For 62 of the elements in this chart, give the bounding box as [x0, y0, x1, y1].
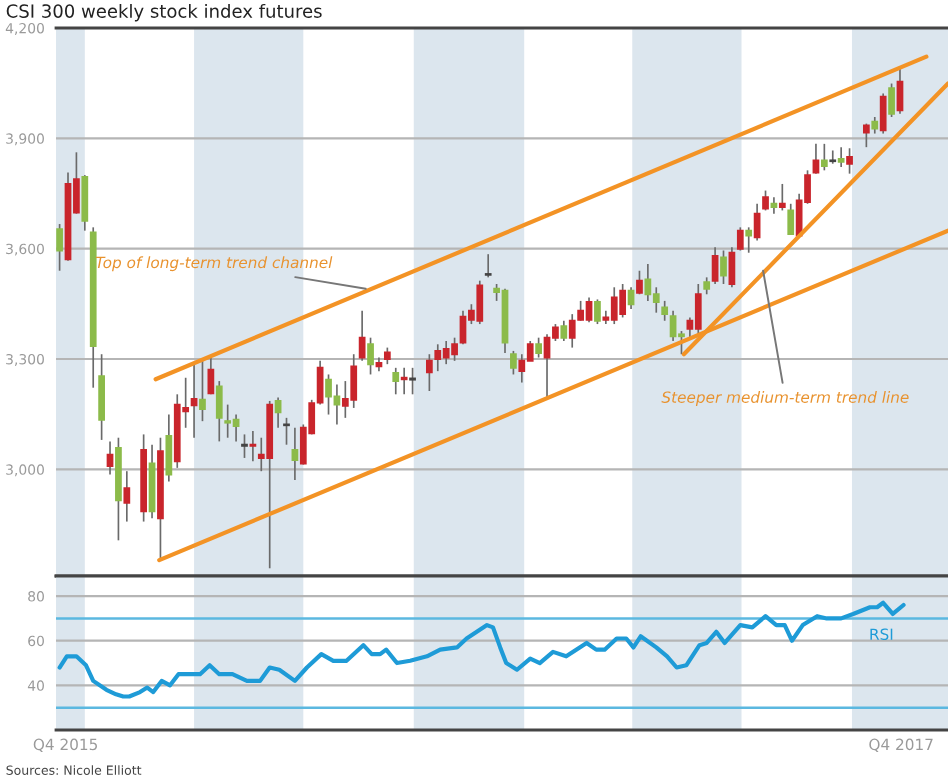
candlestick [535, 336, 542, 359]
candlestick [207, 356, 215, 396]
candlestick [594, 298, 601, 325]
candlestick [728, 246, 736, 289]
candlestick [291, 426, 299, 481]
candlestick [543, 333, 551, 399]
candlestick [510, 350, 517, 376]
candlestick [476, 279, 484, 325]
candlestick [274, 396, 282, 429]
candlestick [652, 286, 660, 314]
candlestick [711, 246, 719, 285]
candlestick [241, 433, 248, 459]
candlestick [451, 336, 458, 362]
candlestick [661, 300, 669, 322]
candlestick [56, 223, 63, 272]
candlestick [224, 403, 232, 439]
candlestick [358, 309, 366, 362]
candlestick [888, 82, 895, 118]
candlestick [694, 283, 702, 336]
candlestick [837, 146, 845, 168]
candlestick [123, 470, 131, 523]
candlestick [232, 413, 240, 443]
candlestick [619, 283, 627, 319]
candlestick [585, 296, 593, 324]
candlestick [610, 286, 618, 325]
candlestick [644, 263, 652, 302]
candlestick [846, 147, 853, 175]
candlestick [560, 319, 568, 342]
candlestick [81, 174, 89, 232]
candlestick [736, 226, 744, 252]
candlestick [434, 343, 442, 372]
candlestick [367, 336, 374, 376]
candlestick [325, 373, 332, 416]
candlestick [215, 380, 223, 443]
candlestick [106, 440, 114, 476]
candlestick [190, 363, 198, 439]
line-series [57, 600, 906, 699]
candlestick [787, 202, 795, 235]
candlestick [669, 309, 677, 342]
candlestick [745, 226, 753, 254]
candlestick [484, 253, 492, 279]
candlestick [778, 183, 786, 212]
candlestick [426, 353, 433, 392]
candlestick [442, 340, 450, 365]
candlestick [148, 443, 156, 520]
candlestick [392, 366, 400, 396]
candlestick [249, 430, 257, 463]
candlestick [400, 366, 408, 396]
candlestick [812, 143, 820, 175]
candlestick [283, 417, 290, 446]
candlestick [879, 92, 887, 135]
candlestick [199, 360, 206, 422]
candlestick [568, 313, 576, 349]
candlestick [829, 149, 837, 165]
candlestick [409, 366, 416, 396]
candlestick [165, 413, 173, 483]
candlestick [820, 143, 828, 172]
chart-title: CSI 300 weekly stock index futures [6, 3, 322, 22]
candlestick [720, 249, 727, 285]
candlestick [350, 353, 358, 409]
candlestick [333, 383, 341, 426]
candlestick [98, 353, 105, 441]
